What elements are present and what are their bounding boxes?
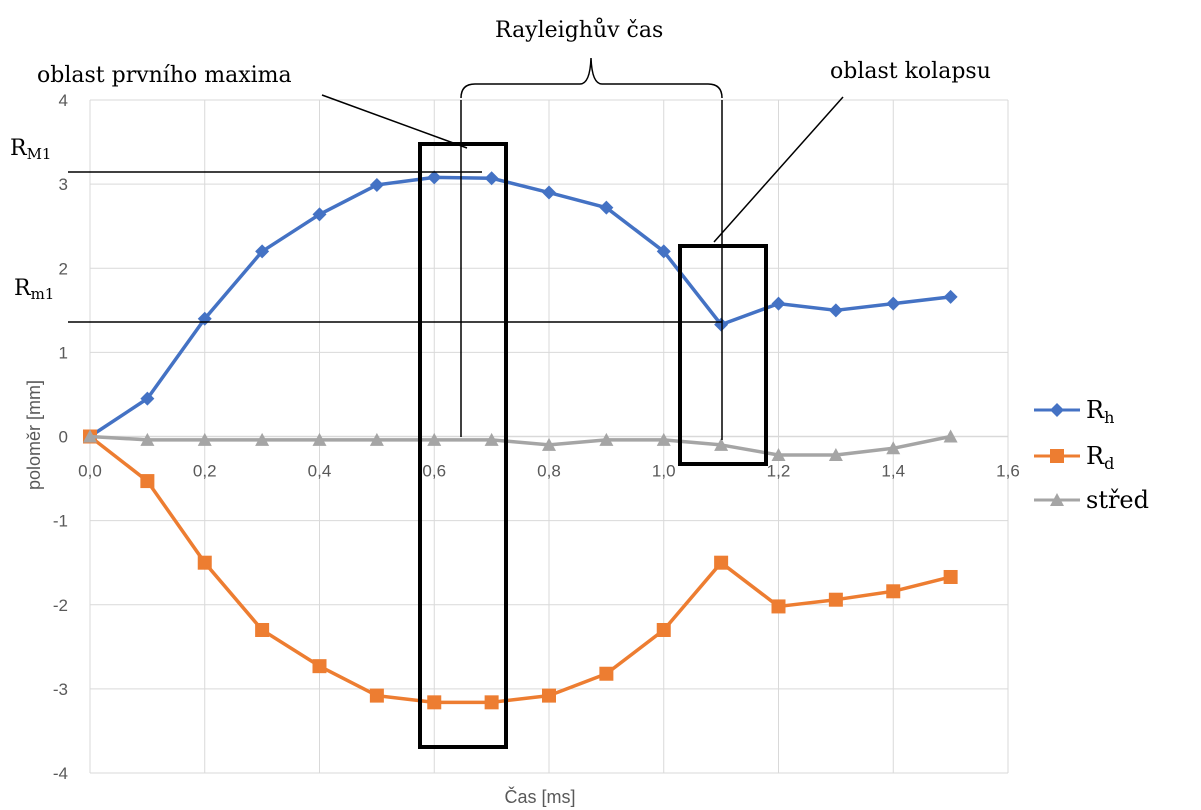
point-square bbox=[255, 622, 270, 637]
x-axis-title: Čas [ms] bbox=[504, 786, 575, 807]
y-tick-label: -3 bbox=[53, 680, 68, 699]
x-tick-label: 1,6 bbox=[996, 462, 1020, 481]
point-diamond bbox=[714, 317, 729, 332]
rm1-big-label: RM1 bbox=[10, 136, 51, 163]
rm1-big-base: R bbox=[10, 136, 28, 161]
point-triangle bbox=[656, 432, 671, 446]
rm1-big-sub: M1 bbox=[27, 145, 52, 163]
x-tick-label: 0,8 bbox=[537, 462, 561, 481]
point-square bbox=[140, 474, 155, 489]
legend: Rh Rd střed bbox=[1034, 396, 1149, 514]
point-square bbox=[886, 584, 901, 599]
legend-diamond-icon bbox=[1050, 403, 1064, 417]
x-tick-label: 0,2 bbox=[193, 462, 217, 481]
first-max-leader bbox=[321, 94, 468, 149]
rm1-small-base: R bbox=[14, 276, 32, 301]
y-tick-label: 1 bbox=[59, 343, 68, 362]
point-square bbox=[714, 555, 729, 570]
point-square bbox=[369, 688, 384, 703]
y-tick-label: 2 bbox=[59, 259, 68, 278]
x-tick-label: 0,4 bbox=[308, 462, 332, 481]
point-triangle bbox=[484, 432, 499, 446]
legend-item-stred: střed bbox=[1034, 486, 1149, 514]
y-axis-title: poloměr [mm] bbox=[24, 380, 44, 490]
point-triangle bbox=[886, 441, 901, 455]
point-square bbox=[484, 695, 499, 710]
point-square bbox=[828, 592, 843, 607]
first-max-box bbox=[418, 142, 508, 749]
point-square bbox=[943, 569, 958, 584]
point-diamond bbox=[312, 207, 327, 222]
legend-square-icon bbox=[1050, 449, 1064, 463]
collapse-leader bbox=[713, 96, 844, 243]
point-square bbox=[656, 622, 671, 637]
legend-label-stred: střed bbox=[1086, 486, 1149, 514]
series-layer bbox=[83, 170, 958, 710]
point-square bbox=[542, 688, 556, 703]
annotations: oblast prvního maxima Rayleighův čas obl… bbox=[10, 16, 991, 749]
legend-item-rd: Rd bbox=[1034, 442, 1114, 473]
point-triangle bbox=[542, 437, 556, 451]
point-diamond bbox=[484, 171, 499, 186]
y-tick-label: 0 bbox=[59, 428, 68, 447]
point-triangle bbox=[140, 432, 155, 446]
legend-label-rh: Rh bbox=[1086, 396, 1114, 427]
point-diamond bbox=[255, 244, 270, 259]
y-tick-label: -1 bbox=[53, 512, 68, 531]
x-tick-label: 1,2 bbox=[767, 462, 791, 481]
axes: 4 3 2 1 0 -1 -2 -3 -4 0,0 0,2 0,4 0,6 0,8 1,0 1,2 1,4 1,6 bbox=[53, 91, 1020, 783]
x-tick-label: 0,0 bbox=[78, 462, 102, 481]
x-tick-label: 1,4 bbox=[881, 462, 905, 481]
series-line-2 bbox=[89, 434, 951, 457]
point-square bbox=[427, 695, 442, 710]
series-line-1 bbox=[88, 435, 952, 705]
point-diamond bbox=[886, 296, 901, 311]
point-diamond bbox=[943, 289, 958, 304]
point-diamond bbox=[542, 185, 556, 200]
point-triangle bbox=[828, 448, 843, 462]
x-tick-label: 1,0 bbox=[652, 462, 676, 481]
point-square bbox=[197, 555, 212, 570]
point-square bbox=[771, 599, 786, 614]
point-triangle bbox=[943, 429, 958, 443]
rayleigh-label: Rayleighův čas bbox=[495, 16, 663, 43]
point-diamond bbox=[771, 296, 786, 311]
point-triangle bbox=[369, 432, 384, 446]
y-tick-label: 4 bbox=[59, 91, 68, 110]
y-tick-label: -2 bbox=[53, 596, 68, 615]
legend-triangle-icon bbox=[1050, 493, 1064, 506]
legend-label-rd: Rd bbox=[1086, 442, 1114, 473]
point-diamond bbox=[427, 170, 442, 185]
x-tick-label: 0,6 bbox=[422, 462, 446, 481]
series-line-0 bbox=[89, 175, 951, 438]
point-triangle bbox=[714, 437, 729, 451]
point-diamond bbox=[140, 391, 155, 406]
rayleigh-brace bbox=[460, 57, 723, 99]
legend-item-rh: Rh bbox=[1034, 396, 1114, 427]
point-triangle bbox=[771, 448, 786, 462]
point-square bbox=[312, 659, 327, 674]
first-max-label: oblast prvního maxima bbox=[37, 63, 292, 88]
point-triangle bbox=[599, 432, 614, 446]
point-triangle bbox=[427, 432, 442, 446]
point-diamond bbox=[599, 200, 614, 215]
rm1-small-label: Rm1 bbox=[14, 276, 54, 303]
collapse-box bbox=[678, 244, 768, 466]
point-triangle bbox=[312, 432, 327, 446]
point-triangle bbox=[83, 429, 97, 443]
y-tick-label: 3 bbox=[59, 175, 68, 194]
point-triangle bbox=[197, 432, 212, 446]
rm1-small-sub: m1 bbox=[31, 285, 55, 303]
point-triangle bbox=[255, 432, 270, 446]
point-diamond bbox=[828, 303, 843, 318]
point-square bbox=[599, 666, 614, 681]
collapse-label: oblast kolapsu bbox=[830, 59, 991, 84]
y-tick-label: -4 bbox=[53, 764, 68, 783]
point-diamond bbox=[369, 177, 384, 192]
point-diamond bbox=[656, 244, 671, 259]
